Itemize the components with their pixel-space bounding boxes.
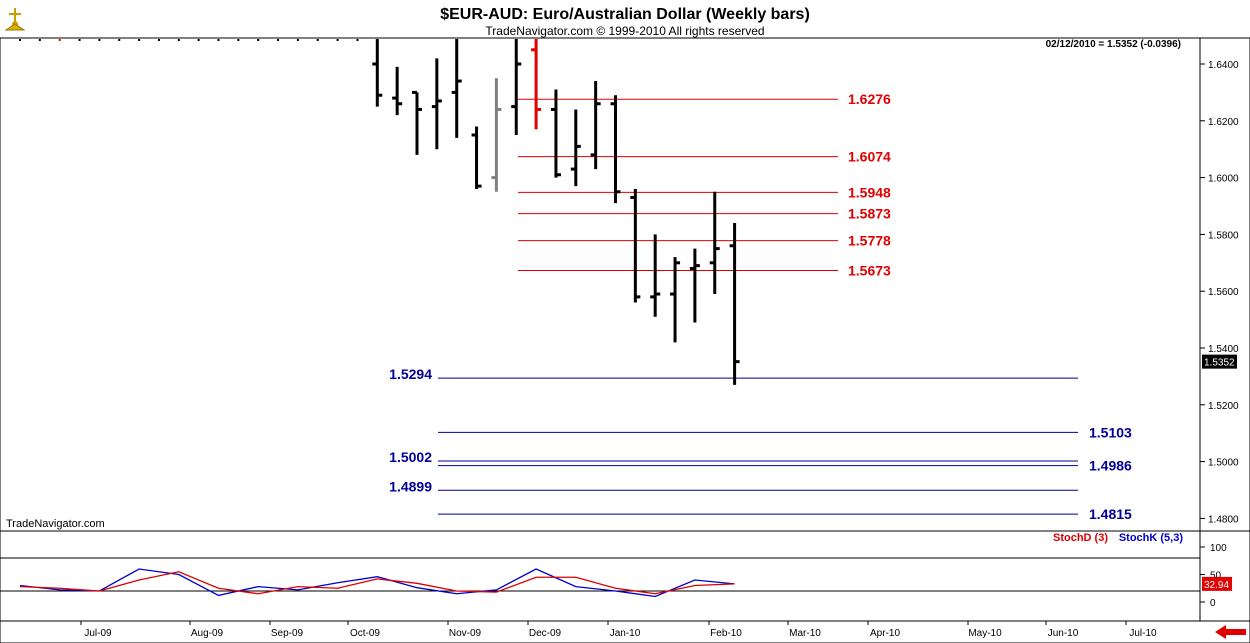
chart-title: $EUR-AUD: Euro/Australian Dollar (Weekly… — [440, 6, 810, 23]
price-y-tick-label: 1.5400 — [1208, 344, 1239, 355]
stoch-lines — [19, 568, 735, 598]
support-label: 1.5294 — [389, 366, 432, 382]
ohlc-bar — [392, 66, 403, 116]
resistance-label: 1.5873 — [848, 206, 891, 222]
chart-copyright: TradeNavigator.com © 1999-2010 All right… — [485, 24, 764, 38]
ohlc-bar — [531, 39, 542, 130]
support-label: 1.4899 — [389, 478, 432, 494]
price-y-axis: 1.6400 1.6200 1.6000 1.5800 1.5600 1.5400 1.52… — [1200, 60, 1239, 525]
x-axis: Jul-09 Aug-09 Sep-09 Oct-09 Nov-09 Dec-09 Jan-… — [80, 621, 1157, 639]
scroll-left-arrow-icon[interactable] — [1212, 624, 1248, 640]
x-tick-label: May-10 — [968, 628, 1002, 639]
price-last-value-label: 1.5352 — [1204, 358, 1235, 369]
ohlc-bar — [709, 191, 720, 295]
price-y-tick-label: 1.4800 — [1208, 514, 1239, 525]
stoch-last-value-badge — [1202, 576, 1232, 591]
x-tick-label: Sep-09 — [271, 628, 304, 639]
x-tick-label: Aug-09 — [191, 628, 224, 639]
price-y-tick-label: 1.5000 — [1208, 458, 1239, 469]
price-last-value-badge — [1202, 354, 1237, 369]
resistance-label: 1.6276 — [848, 91, 891, 107]
x-tick-label: Jul-10 — [1129, 628, 1157, 639]
ohlc-bar — [491, 78, 502, 192]
price-levels: 1.6276 1.6074 1.5948 1.5873 1.5778 1.5673 1.52… — [389, 91, 1132, 522]
logo-icon — [4, 8, 26, 31]
price-axis-area — [1199, 37, 1250, 532]
ohlc-bar — [590, 81, 601, 170]
stoch-last-value-label: 32.94 — [1204, 580, 1229, 591]
support-label: 1.5002 — [389, 449, 432, 465]
x-tick-label: Oct-09 — [350, 628, 380, 639]
stoch-axis-area — [1199, 530, 1250, 622]
legend-stoch-d: StochD (3) — [1053, 532, 1108, 544]
x-tick-label: Jul-09 — [84, 628, 112, 639]
ohlc-bar — [372, 39, 383, 107]
x-tick-label: Feb-10 — [710, 628, 742, 639]
ohlc-bar — [511, 39, 522, 135]
x-tick-label: Nov-09 — [449, 628, 482, 639]
stoch-d-line — [19, 571, 735, 595]
ohlc-bar — [471, 126, 482, 189]
resistance-label: 1.5673 — [848, 262, 891, 278]
ohlc-bar — [550, 89, 561, 178]
ohlc-bar — [451, 39, 462, 138]
ohlc-bar — [630, 188, 641, 303]
x-tick-label: Jun-10 — [1048, 628, 1079, 639]
stoch-k-line — [19, 568, 735, 598]
ohlc-bar — [689, 248, 700, 323]
ohlc-bar — [570, 109, 581, 187]
support-label: 1.4815 — [1089, 506, 1132, 522]
last-bar-info: 02/12/2010 = 1.5352 (-0.0396) — [1046, 39, 1181, 50]
ohlc-bar — [610, 95, 621, 204]
ohlc-bar — [412, 90, 422, 155]
resistance-label: 1.5948 — [848, 184, 891, 200]
x-tick-label: Apr-10 — [870, 628, 900, 639]
x-tick-label: Dec-09 — [529, 628, 562, 639]
support-label: 1.5103 — [1089, 424, 1132, 440]
watermark: TradeNavigator.com — [6, 518, 105, 530]
price-y-tick-label: 1.5600 — [1208, 287, 1239, 298]
price-bars — [19, 39, 740, 385]
price-y-tick-label: 1.6000 — [1208, 174, 1239, 185]
price-y-tick-label: 1.6200 — [1208, 117, 1239, 128]
ohlc-bar — [729, 223, 740, 385]
ohlc-bar — [431, 58, 442, 150]
stoch-y-axis: 100 50 0 32.94 — [0, 543, 1232, 609]
price-y-tick-label: 1.6400 — [1208, 60, 1239, 71]
resistance-label: 1.5778 — [848, 233, 891, 249]
x-axis-area — [0, 620, 1250, 643]
x-tick-label: Mar-10 — [789, 628, 821, 639]
x-tick-label: Jan-10 — [610, 628, 641, 639]
ohlc-bar — [650, 234, 661, 317]
ohlc-bar — [670, 257, 681, 343]
stoch-y-tick-label: 0 — [1210, 598, 1216, 609]
stoch-y-tick-label: 50 — [1210, 571, 1222, 582]
resistance-label: 1.6074 — [848, 149, 891, 165]
stoch-y-tick-label: 100 — [1210, 543, 1227, 554]
support-label: 1.4986 — [1089, 458, 1132, 474]
legend-stoch-k: StochK (5,3) — [1119, 532, 1184, 544]
price-y-tick-label: 1.5800 — [1208, 230, 1239, 241]
price-y-tick-label: 1.5200 — [1208, 401, 1239, 412]
